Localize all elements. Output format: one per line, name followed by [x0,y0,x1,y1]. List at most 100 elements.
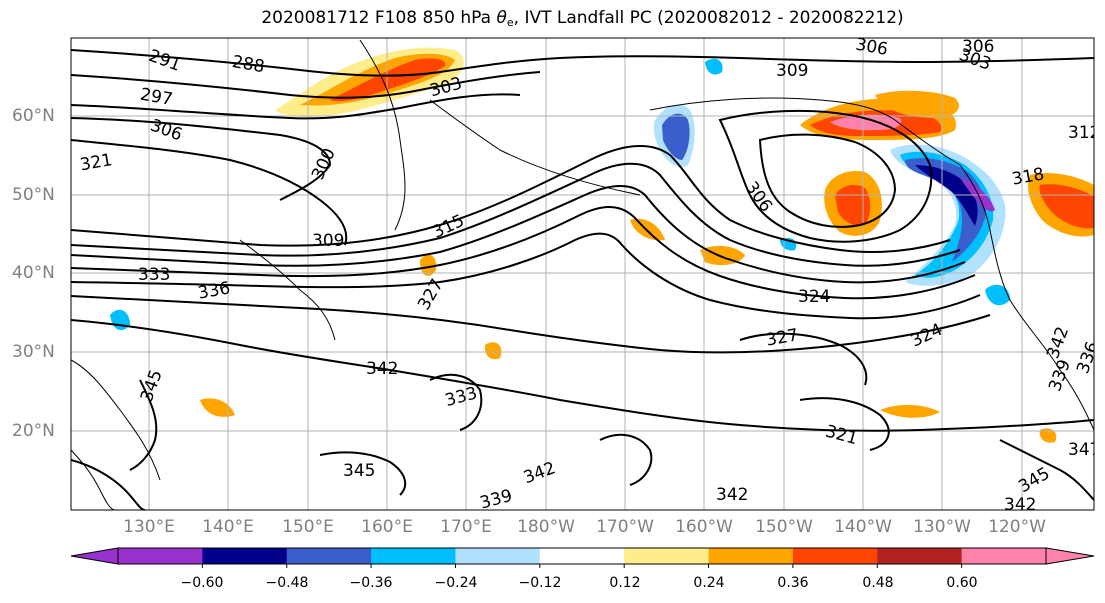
contour-291 [71,71,541,99]
colorbar-cell [118,548,203,564]
lon-label-160w: 160°W [675,517,733,537]
colorbar-tick-label: 0.12 [609,575,641,591]
contour-303-low [758,133,897,228]
contour-321 [799,397,890,451]
colorbar-tick-label: −0.48 [265,575,309,591]
contour-333-loop [429,373,483,431]
colorbar-tick-label: 0.60 [946,575,978,591]
contour-label: 333 [138,265,170,285]
anomaly-positive-high [330,58,446,102]
colorbar-tick-label: −0.24 [434,575,478,591]
coastline-china [71,359,161,481]
coastline-kamchatka [359,39,406,231]
anomaly-positive-mid [875,90,959,118]
colorbar-cell [455,548,541,564]
lat-label-50n: 50°N [12,185,55,205]
lon-label-120w: 120°W [988,517,1046,537]
contour-345-east [999,439,1094,501]
colorbar-extend-low [71,548,118,564]
contour-345 [319,451,407,496]
colorbar-tick-label: −0.60 [180,575,224,591]
lat-label-40n: 40°N [12,263,55,283]
colorbar-tick-label: −0.36 [349,575,393,591]
contour-label: 312 [1068,123,1100,143]
lat-label-30n: 30°N [12,342,55,362]
colorbar-tick-label: −0.12 [518,575,562,591]
lat-label-60n: 60°N [12,106,55,126]
lon-label-170e: 170°E [440,517,492,537]
colorbar-cell [539,548,625,564]
lon-label-140e: 140°E [202,517,254,537]
contour-327-east [739,332,868,386]
contour-318 [71,185,966,284]
contour-306 [71,139,348,246]
colorbar-extend-high [1046,548,1094,564]
map-title: 2020081712 F108 850 hPa θe, IVT Landfall… [261,8,904,29]
contour-label: 309 [776,61,808,81]
coastlines [71,39,1094,510]
contour-345-west [129,379,158,471]
contour-label: 342 [1004,495,1036,515]
anomaly-negative-mid [662,113,690,160]
colorbar-cell [202,548,288,564]
colorbar-cell [371,548,456,564]
anomaly-positive-max [830,114,902,131]
lon-label-140w: 140°W [834,517,892,537]
theta-e-contours [71,49,1094,510]
contour-label: 347 [1068,440,1100,460]
contour-333 [71,295,991,354]
lon-label-160e: 160°E [361,517,413,537]
contour-300 [71,117,332,201]
contour-288 [71,49,1094,77]
colorbar-cell [961,548,1047,564]
lon-label-130w: 130°W [913,517,971,537]
colorbar-cell [877,548,963,564]
contour-sw [71,459,146,510]
anomaly-negative-lowmid [705,58,723,75]
coastline-aleutians [429,99,641,196]
anomaly-positive-mid [1039,428,1057,443]
anomaly-positive-mid [484,342,502,360]
contour-label: 342 [366,359,398,379]
lon-label-180w: 180°W [517,517,575,537]
lat-label-20n: 20°N [12,421,55,441]
colorbar-cell [286,548,372,564]
colorbar-cell [624,548,710,564]
colorbar-tick-label: 0.48 [862,575,894,591]
coastline-alaska-south [649,97,961,166]
anomaly-positive-mid [200,398,235,417]
anomaly-positive-mid [630,218,665,241]
contour-label: 345 [343,461,375,481]
anomaly-positive-mid [880,404,940,418]
contour-label: 306 [962,37,994,57]
contour-342 [71,319,1094,432]
colorbar-cell [792,548,878,564]
colorbar [70,547,1095,568]
coastline-japan [239,239,336,341]
colorbar-tick-label: 0.36 [777,575,809,591]
anomaly-positive-mid [420,254,437,276]
contour-333-south [599,433,653,486]
map-frame [70,37,1095,511]
colorbar-cell [708,548,794,564]
anomaly-negative-lowmid [985,284,1010,306]
contour-label: 309 [312,231,344,251]
colorbar-tick-label: 0.24 [693,575,725,591]
contour-315 [71,162,961,267]
contour-324 [71,206,976,300]
lon-label-130e: 130°E [123,517,175,537]
contour-297 [71,93,521,120]
contour-306-low [718,109,933,243]
contour-label: 306 [854,35,889,60]
lon-label-150w: 150°W [755,517,813,537]
coastline-south [71,449,116,510]
contour-327 [71,232,981,320]
contour-309 [71,144,951,253]
contour-label: 342 [716,485,748,505]
contour-label: 324 [798,287,830,307]
graticule [71,38,1094,510]
lon-label-150e: 150°E [282,517,334,537]
coastline-north-america [959,164,1094,431]
lon-label-170w: 170°W [596,517,654,537]
